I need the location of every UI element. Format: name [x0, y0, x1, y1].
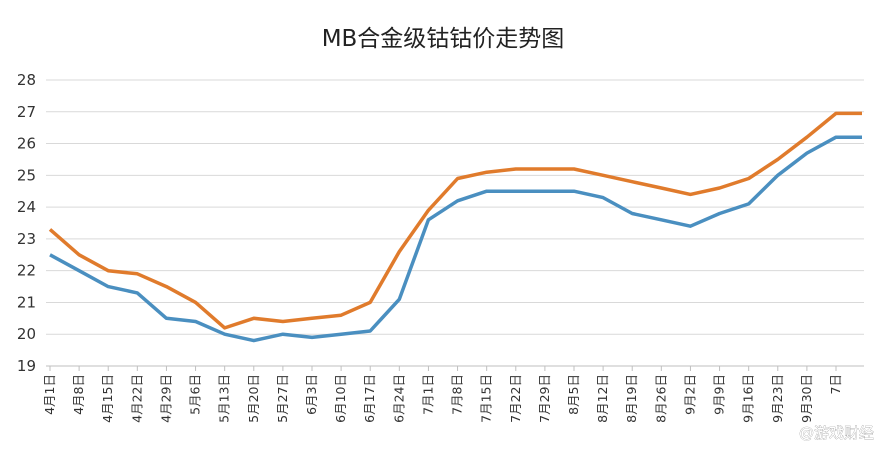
- x-tick-label: 9月30日: [799, 374, 814, 423]
- x-tick-label: 4月15日: [100, 374, 115, 423]
- chart-title: MB合金级钴钴价走势图: [322, 26, 565, 52]
- x-tick-label: 8月12日: [595, 374, 610, 423]
- x-tick-label: 6月24日: [391, 374, 406, 423]
- x-tick-label: 4月22日: [129, 374, 144, 423]
- watermark: @游戏财经: [799, 424, 874, 442]
- y-tick-label: 28: [17, 71, 36, 89]
- x-tick-label: 6月10日: [333, 374, 348, 423]
- y-tick-label: 21: [17, 293, 36, 311]
- series-line-0: [48, 111, 862, 330]
- x-tick-label: 9月16日: [741, 374, 756, 423]
- x-tick-label: 8月5日: [566, 374, 581, 415]
- y-tick-label: 25: [17, 166, 36, 184]
- x-tick-label: 7日: [828, 374, 843, 394]
- y-axis-ticks: 19 20 21 22 23 24 25 26 27 28: [17, 71, 36, 375]
- series-line-1: [49, 135, 862, 343]
- x-tick-label: 7月15日: [479, 374, 494, 423]
- x-tick-label: 4月1日: [42, 374, 57, 415]
- x-tick-label: 7月22日: [508, 374, 523, 423]
- x-tick-label: 9月23日: [770, 374, 785, 423]
- x-tick-label: 4月8日: [71, 374, 86, 415]
- y-tick-label: 27: [17, 103, 36, 121]
- x-tick-label: 8月26日: [653, 374, 668, 423]
- x-tick-label: 5月6日: [188, 374, 203, 415]
- x-tick-label: 7月8日: [450, 374, 465, 415]
- x-axis-ticks: 4月1日 4月8日 4月15日 4月22日 4月29日 5月6日 5月13日 5月20日 5月2…: [42, 366, 843, 423]
- x-tick-label: 5月13日: [217, 374, 232, 423]
- y-tick-label: 19: [17, 357, 36, 375]
- x-tick-label: 9月9日: [712, 374, 727, 415]
- y-tick-label: 20: [17, 325, 36, 343]
- y-tick-label: 24: [17, 198, 36, 216]
- y-tick-label: 23: [17, 230, 36, 248]
- gridlines: [46, 79, 864, 335]
- x-tick-label: 4月29日: [158, 374, 173, 423]
- y-tick-label: 22: [17, 262, 36, 280]
- y-tick-label: 26: [17, 135, 36, 153]
- x-tick-label: 8月19日: [624, 374, 639, 423]
- x-tick-label: 5月20日: [246, 374, 261, 423]
- x-tick-label: 6月17日: [362, 374, 377, 423]
- x-tick-label: 9月2日: [682, 374, 697, 415]
- x-tick-label: 7月29日: [537, 374, 552, 423]
- x-tick-label: 5月27日: [275, 374, 290, 423]
- x-tick-label: 7月1日: [420, 374, 435, 415]
- x-tick-label: 6月3日: [304, 374, 319, 415]
- series-lines: [48, 111, 862, 343]
